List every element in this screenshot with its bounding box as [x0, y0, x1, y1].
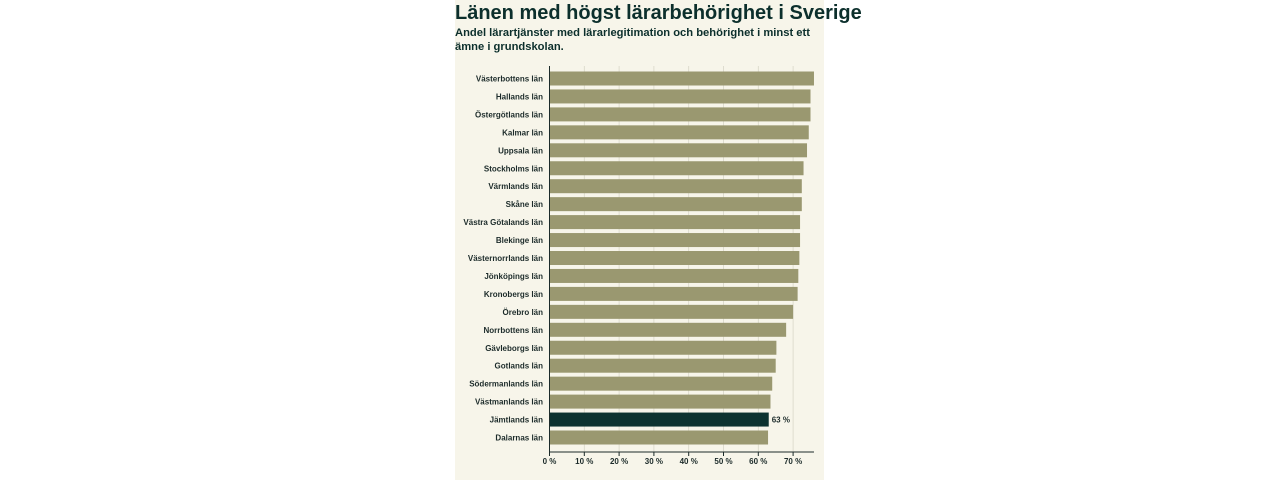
bar — [549, 197, 802, 212]
category-label: Gävleborgs län — [485, 344, 543, 353]
chart-subtitle: Andel lärartjänster med lärarlegitimatio… — [455, 27, 810, 53]
category-label: Blekinge län — [496, 236, 543, 245]
category-label: Örebro län — [503, 308, 544, 317]
x-tick-label: 40 % — [680, 457, 698, 466]
x-tick-label: 20 % — [610, 457, 628, 466]
bar — [549, 161, 804, 176]
category-label: Västernorrlands län — [468, 254, 543, 263]
bar — [549, 322, 787, 337]
category-label: Östergötlands län — [475, 110, 543, 119]
bar — [549, 376, 773, 391]
x-tick-label: 60 % — [749, 457, 767, 466]
category-label: Hallands län — [496, 92, 543, 101]
bar — [549, 286, 798, 301]
category-label: Jönköpings län — [484, 272, 543, 281]
category-label: Kalmar län — [502, 128, 543, 137]
bar — [549, 394, 771, 409]
category-label: Värmlands län — [488, 182, 543, 191]
x-tick-label: 10 % — [575, 457, 593, 466]
category-label: Gotlands län — [495, 362, 544, 371]
bar — [549, 89, 811, 104]
x-tick-label: 0 % — [543, 457, 557, 466]
x-tick-label: 70 % — [784, 457, 802, 466]
bar — [549, 107, 811, 122]
bar — [549, 125, 809, 140]
chart-title: Länen med högst lärarbehörighet i Sverig… — [455, 2, 862, 24]
bar — [549, 143, 808, 158]
x-tick-label: 50 % — [714, 457, 732, 466]
category-label: Skåne län — [506, 200, 543, 209]
bar — [549, 233, 801, 248]
chart-card: Länen med högst lärarbehörighet i Sverig… — [455, 0, 862, 480]
bar — [549, 430, 769, 445]
category-label: Jämtlands län — [490, 416, 543, 425]
category-label: Stockholms län — [484, 164, 543, 173]
bar — [549, 340, 777, 355]
bar — [549, 71, 814, 86]
category-label: Kronobergs län — [484, 290, 543, 299]
bar — [549, 358, 776, 373]
x-tick-label: 30 % — [645, 457, 663, 466]
bar — [549, 251, 800, 265]
bar-chart: Västerbottens län Hallands län Östergötlan… — [463, 66, 814, 466]
bar — [549, 412, 769, 427]
category-label: Uppsala län — [498, 146, 543, 155]
category-label: Norrbottens län — [483, 326, 543, 335]
category-label: Södermanlands län — [469, 380, 543, 389]
bar — [549, 304, 794, 319]
category-label: Västerbottens län — [476, 75, 543, 84]
bar — [549, 179, 802, 194]
category-label: Västmanlands län — [475, 398, 543, 407]
data-label: 63 % — [772, 416, 790, 425]
category-label: Västra Götalands län — [463, 218, 543, 227]
bar — [549, 215, 801, 230]
category-label: Dalarnas län — [495, 434, 543, 443]
bar — [549, 268, 799, 283]
